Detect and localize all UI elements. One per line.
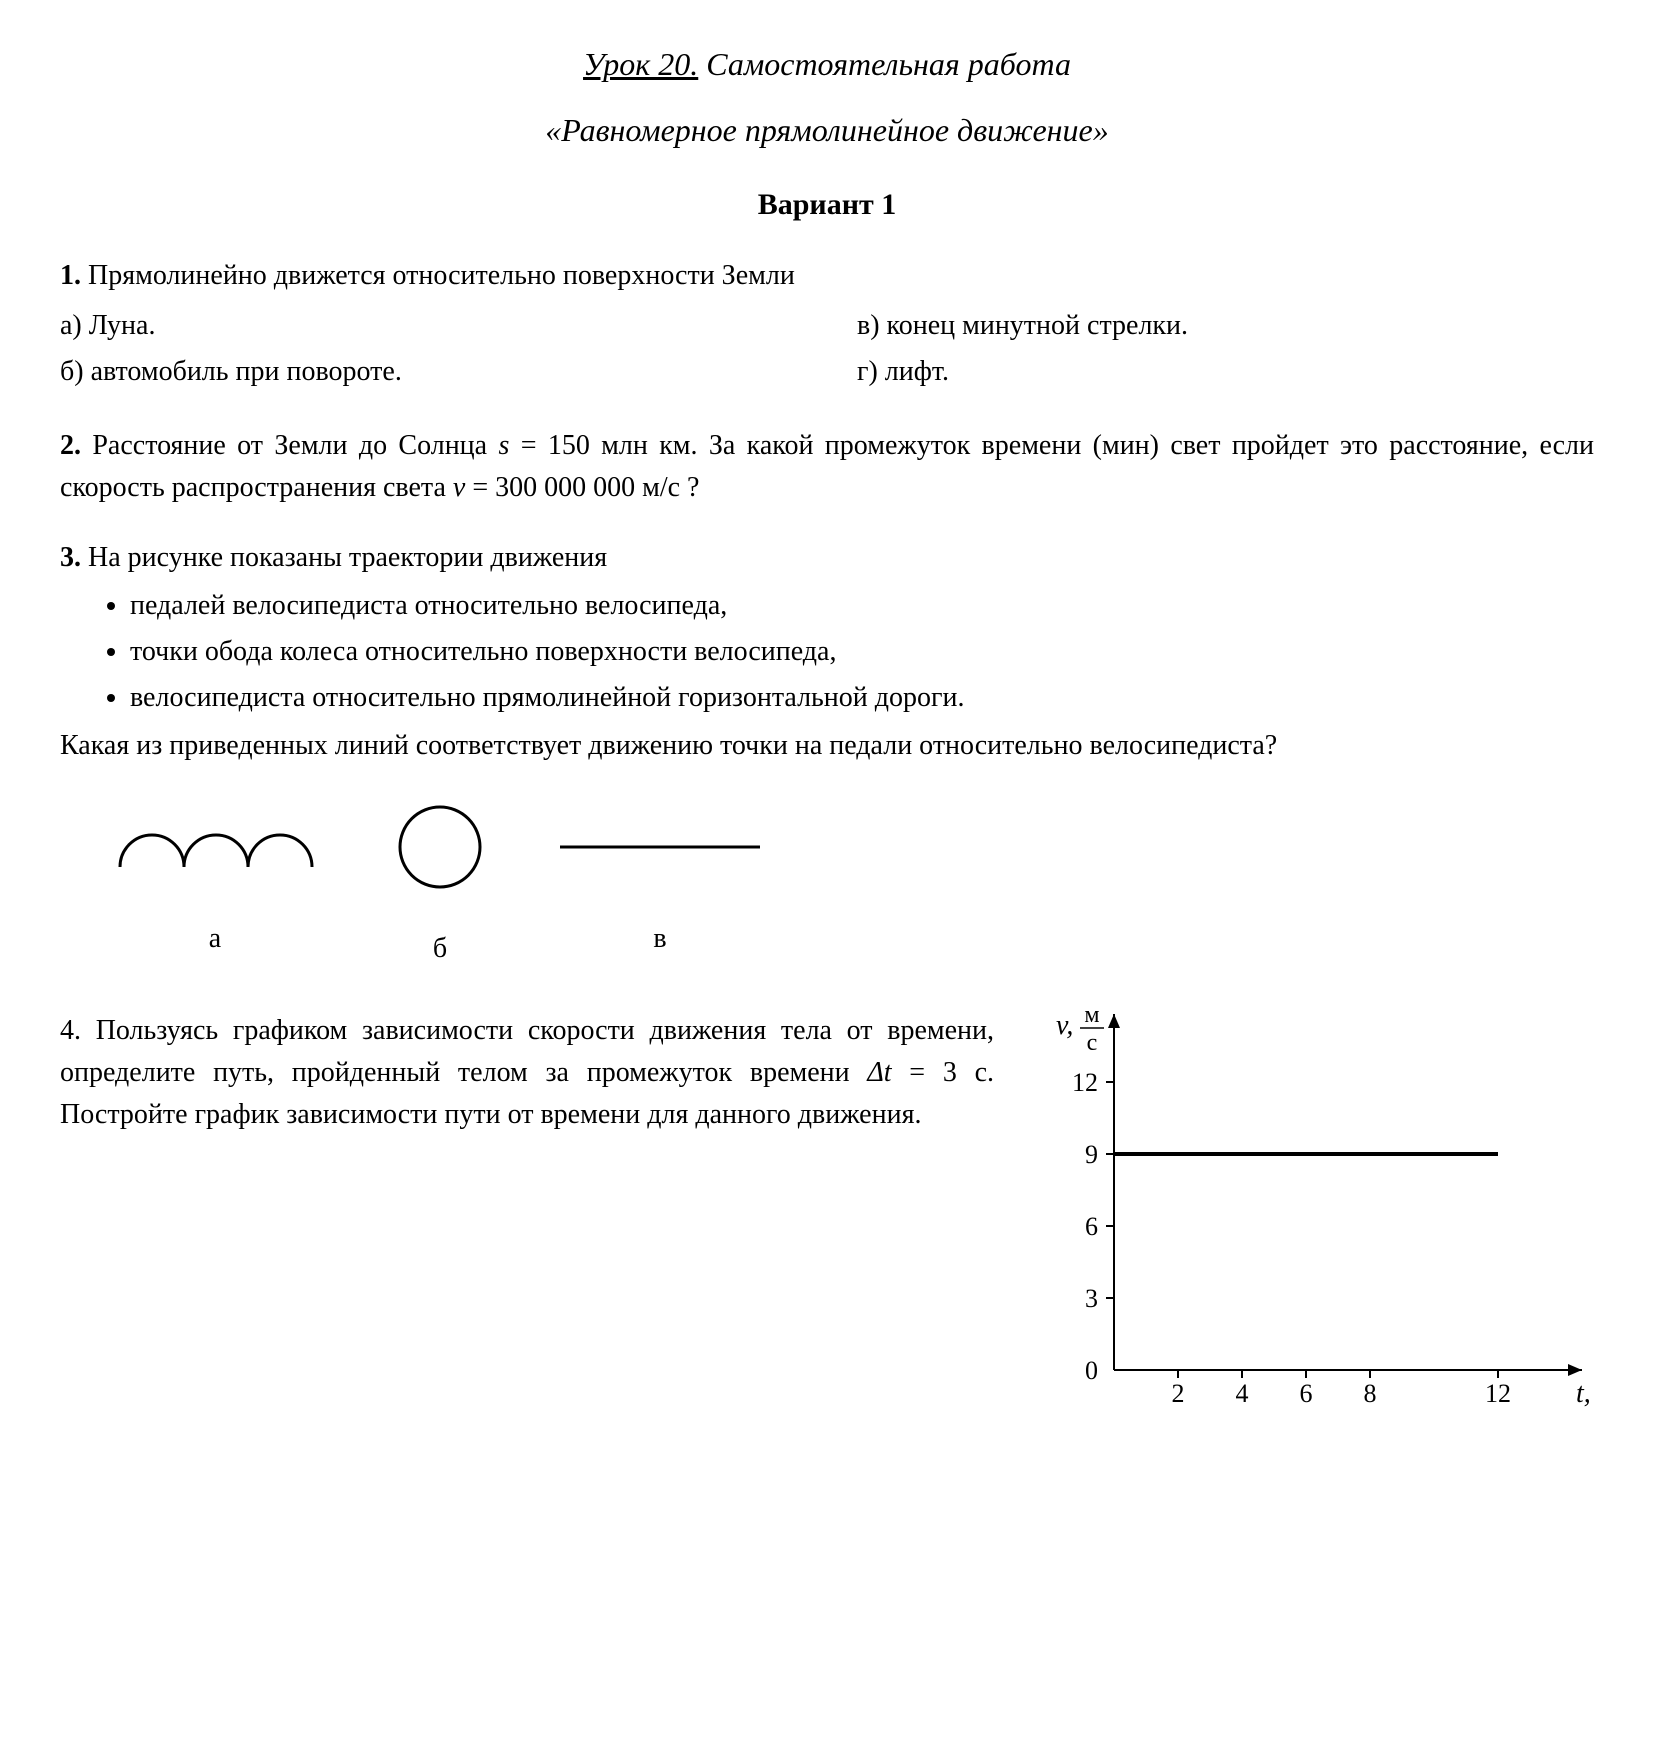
q3-bullet-3: велосипедиста относительно прямолинейной… xyxy=(130,677,1594,719)
svg-text:0: 0 xyxy=(1085,1356,1098,1385)
q1-number: 1. xyxy=(60,260,81,291)
q3-label-a: а xyxy=(100,918,330,960)
line-icon xyxy=(550,807,770,887)
velocity-chart: 2 4 6 8 12 0 3 6 9 12 v, мс t, с xyxy=(1034,1010,1594,1430)
svg-text:8: 8 xyxy=(1364,1379,1377,1408)
q3-intro: На рисунке показаны траектории движения xyxy=(88,542,607,573)
question-3: 3. На рисунке показаны траектории движен… xyxy=(60,537,1594,970)
question-4: 4. Пользуясь графиком зависимости скорос… xyxy=(60,1010,1594,1443)
q2-text-1: Расстояние от Земли до Солнца xyxy=(92,430,498,461)
q3-item-b: б xyxy=(390,797,490,970)
q1-options: а) Луна. б) автомобиль при повороте. в) … xyxy=(60,305,1594,397)
svg-text:с: с xyxy=(1087,1030,1098,1056)
q3-item-a: а xyxy=(100,807,330,960)
svg-text:12: 12 xyxy=(1072,1068,1098,1097)
q3-question: Какая из приведенных линий соответствует… xyxy=(60,725,1594,767)
svg-text:t, с: t, с xyxy=(1576,1378,1594,1409)
arcs-icon xyxy=(100,807,330,887)
q4-chart: 2 4 6 8 12 0 3 6 9 12 v, мс t, с xyxy=(1034,1010,1594,1443)
svg-text:9: 9 xyxy=(1085,1140,1098,1169)
q1-opt-v: в) конец минутной стрелки. xyxy=(857,305,1594,347)
lesson-title: Урок 20. Самостоятельная работа xyxy=(60,40,1594,88)
svg-text:v,: v, xyxy=(1056,1010,1073,1041)
q2-v-eq: = 300 000 000 м/с ? xyxy=(465,472,699,503)
svg-text:12: 12 xyxy=(1485,1379,1511,1408)
svg-text:4: 4 xyxy=(1236,1379,1249,1408)
q2-s-eq: = 150 млн км xyxy=(509,430,690,461)
q2-number: 2. xyxy=(60,430,81,461)
topic-title: «Равномерное прямолинейное движение» xyxy=(60,106,1594,154)
svg-text:6: 6 xyxy=(1085,1212,1098,1241)
svg-text:2: 2 xyxy=(1172,1379,1185,1408)
svg-text:6: 6 xyxy=(1300,1379,1313,1408)
q3-bullets: педалей велосипедиста относительно велос… xyxy=(130,585,1594,719)
q3-label-b: б xyxy=(390,928,490,970)
q3-bullet-2: точки обода колеса относительно поверхно… xyxy=(130,631,1594,673)
question-1: 1. Прямолинейно движется относительно по… xyxy=(60,255,1594,397)
q4-number: 4. xyxy=(60,1015,81,1046)
q4-text-1: Пользуясь графиком зависимости скорости … xyxy=(60,1015,994,1088)
svg-text:м: м xyxy=(1084,1010,1099,1028)
q1-opt-g: г) лифт. xyxy=(857,351,1594,393)
q4-dt-var: Δt xyxy=(867,1057,891,1088)
q3-bullet-1: педалей велосипедиста относительно велос… xyxy=(130,585,1594,627)
lesson-number: Урок 20. xyxy=(583,46,698,82)
q1-text: Прямолинейно движется относительно повер… xyxy=(88,260,795,291)
question-2: 2. Расстояние от Земли до Солнца s = 150… xyxy=(60,425,1594,509)
work-label: Самостоятельная работа xyxy=(706,46,1071,82)
q1-opt-a: а) Луна. xyxy=(60,305,797,347)
q3-label-v: в xyxy=(550,918,770,960)
q2-v-var: v xyxy=(453,472,465,503)
q4-dt-eq: = 3 с xyxy=(892,1057,987,1088)
q1-opt-b: б) автомобиль при повороте. xyxy=(60,351,797,393)
q3-number: 3. xyxy=(60,542,81,573)
q2-s-var: s xyxy=(498,430,509,461)
circle-icon xyxy=(390,797,490,897)
q3-item-v: в xyxy=(550,807,770,960)
q3-diagram: а б в xyxy=(100,797,1594,970)
svg-text:3: 3 xyxy=(1085,1284,1098,1313)
variant-label: Вариант 1 xyxy=(60,182,1594,227)
